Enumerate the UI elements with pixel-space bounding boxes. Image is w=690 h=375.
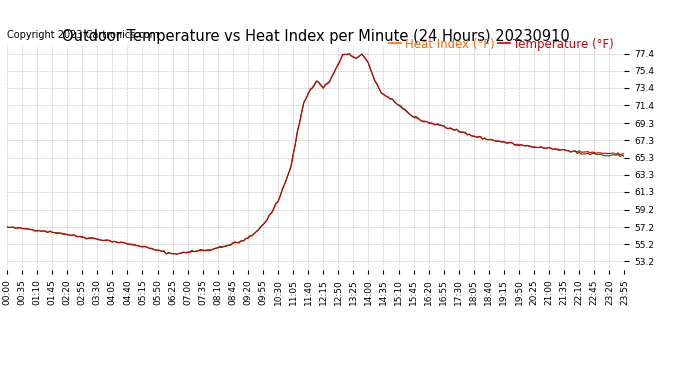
Text: Copyright 2023 Cartronics.com: Copyright 2023 Cartronics.com: [7, 30, 159, 40]
Title: Outdoor Temperature vs Heat Index per Minute (24 Hours) 20230910: Outdoor Temperature vs Heat Index per Mi…: [62, 29, 569, 44]
Legend: Heat Index (°F), Temperature (°F): Heat Index (°F), Temperature (°F): [384, 33, 618, 56]
